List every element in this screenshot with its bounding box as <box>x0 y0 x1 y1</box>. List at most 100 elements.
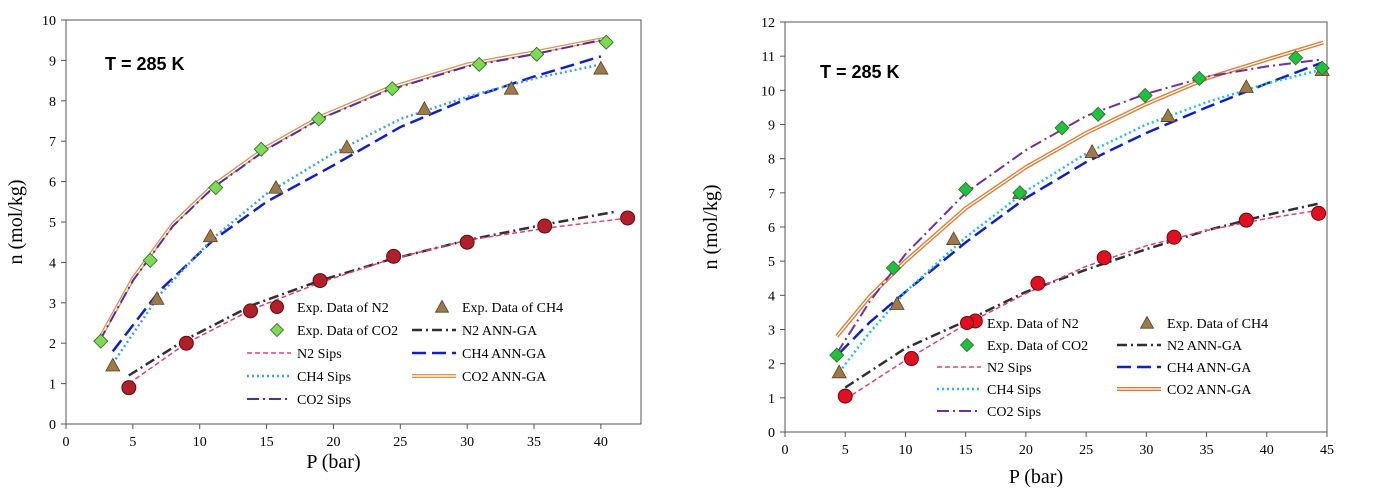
data-point-triangle <box>202 228 219 243</box>
y-tick-label: 5 <box>49 216 56 231</box>
y-tick-label: 4 <box>49 256 56 271</box>
legend-label: CH4 ANN-GA <box>462 347 547 362</box>
data-point-triangle <box>434 299 450 313</box>
legend-label: CO2 Sips <box>987 405 1041 420</box>
legend: Exp. Data of N2 Exp. Data of CH4 Exp. Data… <box>247 299 563 408</box>
data-point-circle <box>1238 212 1254 228</box>
y-tick-label: 0 <box>49 418 56 433</box>
x-tick-label: 45 <box>1320 443 1334 458</box>
legend-item: Exp. Data of N2 <box>270 300 389 316</box>
series-line <box>128 217 628 385</box>
series-line <box>844 201 1322 389</box>
data-point-diamond <box>253 141 269 157</box>
data-point-circle <box>121 380 137 396</box>
data-point-circle <box>312 273 328 289</box>
x-tick-label: 5 <box>842 443 849 458</box>
y-tick-label: 2 <box>49 337 56 352</box>
data-point-diamond <box>471 56 487 73</box>
legend-label: N2 ANN-GA <box>462 324 538 339</box>
data-point-triangle <box>831 364 847 379</box>
legend-item: CH4 Sips <box>247 370 351 385</box>
data-point-diamond <box>1054 120 1070 136</box>
y-axis-label: n (mol/kg) <box>700 185 722 270</box>
data-point-circle <box>960 316 974 330</box>
series-line-path <box>128 210 615 377</box>
series-markers <box>829 50 1330 363</box>
legend-item: N2 ANN-GA <box>412 324 538 339</box>
x-tick-label: 35 <box>1200 443 1214 458</box>
data-point-circle <box>903 351 919 367</box>
data-point-triangle <box>339 139 355 154</box>
series-markers <box>105 60 609 372</box>
data-point-triangle <box>503 80 519 95</box>
data-point-diamond <box>269 322 285 338</box>
legend-label: CO2 Sips <box>297 393 351 408</box>
series-markers <box>93 34 614 349</box>
x-tick-label: 20 <box>326 435 340 450</box>
data-point-diamond <box>384 81 400 97</box>
data-point-diamond <box>885 260 901 276</box>
legend-label: N2 Sips <box>987 361 1032 376</box>
y-axis-label: n (mol/kg) <box>5 180 27 265</box>
data-point-circle <box>1030 275 1046 291</box>
y-tick-label: 7 <box>768 187 775 202</box>
y-tick-label: 6 <box>768 221 775 236</box>
x-tick-label: 20 <box>1019 443 1033 458</box>
series-line-path <box>838 61 1322 355</box>
legend-label: Exp. Data of CO2 <box>297 324 398 339</box>
data-point-triangle <box>149 290 165 305</box>
y-tick-label: 6 <box>49 176 56 191</box>
x-tick-label: 40 <box>1260 443 1274 458</box>
legend-item: CH4 ANN-GA <box>1117 361 1252 376</box>
data-point-triangle <box>416 101 433 115</box>
x-axis-label: P (bar) <box>1009 466 1063 488</box>
chart-panel-right: 0 1 2 3 4 5 6 7 8 9 10 11 12 0 5 10 15 20 25 30 35 40 45 P (bar… <box>687 0 1374 497</box>
data-point-diamond <box>93 333 109 349</box>
temperature-annotation: T = 285 K <box>820 62 900 82</box>
adsorption-chart-left: 0 1 2 3 4 5 6 7 8 9 10 0 5 10 15 20 25 30 35 40 P (bar) n (mo… <box>5 14 642 473</box>
data-point-diamond <box>208 180 224 196</box>
y-tick-label: 3 <box>49 297 56 312</box>
plot-area <box>65 19 642 425</box>
data-point-diamond <box>958 181 974 197</box>
data-point-diamond <box>311 111 327 127</box>
legend-label: Exp. Data of CO2 <box>987 339 1088 354</box>
legend-item: CO2 Sips <box>937 405 1041 420</box>
series-line <box>838 61 1322 355</box>
data-point-triangle <box>1084 144 1100 158</box>
legend-label: Exp. Data of CH4 <box>1167 317 1268 332</box>
y-tick-label: 2 <box>768 358 775 373</box>
legend-item: N2 Sips <box>247 347 342 362</box>
data-point-diamond <box>598 34 614 50</box>
legend-item: CH4 ANN-GA <box>412 347 547 362</box>
legend-item: CO2 Sips <box>247 393 351 408</box>
legend-label: N2 ANN-GA <box>1167 339 1243 354</box>
series-markers <box>837 205 1327 404</box>
chart-panel-left: 0 1 2 3 4 5 6 7 8 9 10 0 5 10 15 20 25 30 35 40 P (bar) n (mo… <box>5 14 642 473</box>
legend-item: N2 Sips <box>937 361 1032 376</box>
series-line-path <box>835 58 1322 354</box>
data-point-circle <box>620 210 636 226</box>
series-markers <box>121 210 636 396</box>
y-tick-label: 1 <box>49 378 56 393</box>
data-point-circle <box>837 388 853 404</box>
data-point-triangle <box>268 179 284 194</box>
x-axis-label: P (bar) <box>306 451 360 473</box>
legend: Exp. Data of N2 Exp. Data of CH4 Exp. Data… <box>937 315 1268 420</box>
data-point-triangle <box>889 296 905 310</box>
data-point-diamond <box>1314 60 1330 76</box>
x-tick-label: 10 <box>193 435 207 450</box>
series-line <box>98 39 602 342</box>
series-line-inner <box>98 37 608 340</box>
y-tick-label: 8 <box>49 95 56 110</box>
series-line <box>835 58 1322 354</box>
data-point-diamond <box>1288 50 1304 66</box>
series-line <box>97 36 608 341</box>
data-point-diamond <box>1191 70 1207 86</box>
x-tick-label: 15 <box>959 443 973 458</box>
legend-item: CO2 ANN-GA <box>412 370 547 385</box>
legend-label: CH4 Sips <box>297 370 351 385</box>
data-point-triangle <box>1238 79 1254 93</box>
data-point-circle <box>1166 229 1182 245</box>
y-tick-label: 5 <box>768 255 775 270</box>
